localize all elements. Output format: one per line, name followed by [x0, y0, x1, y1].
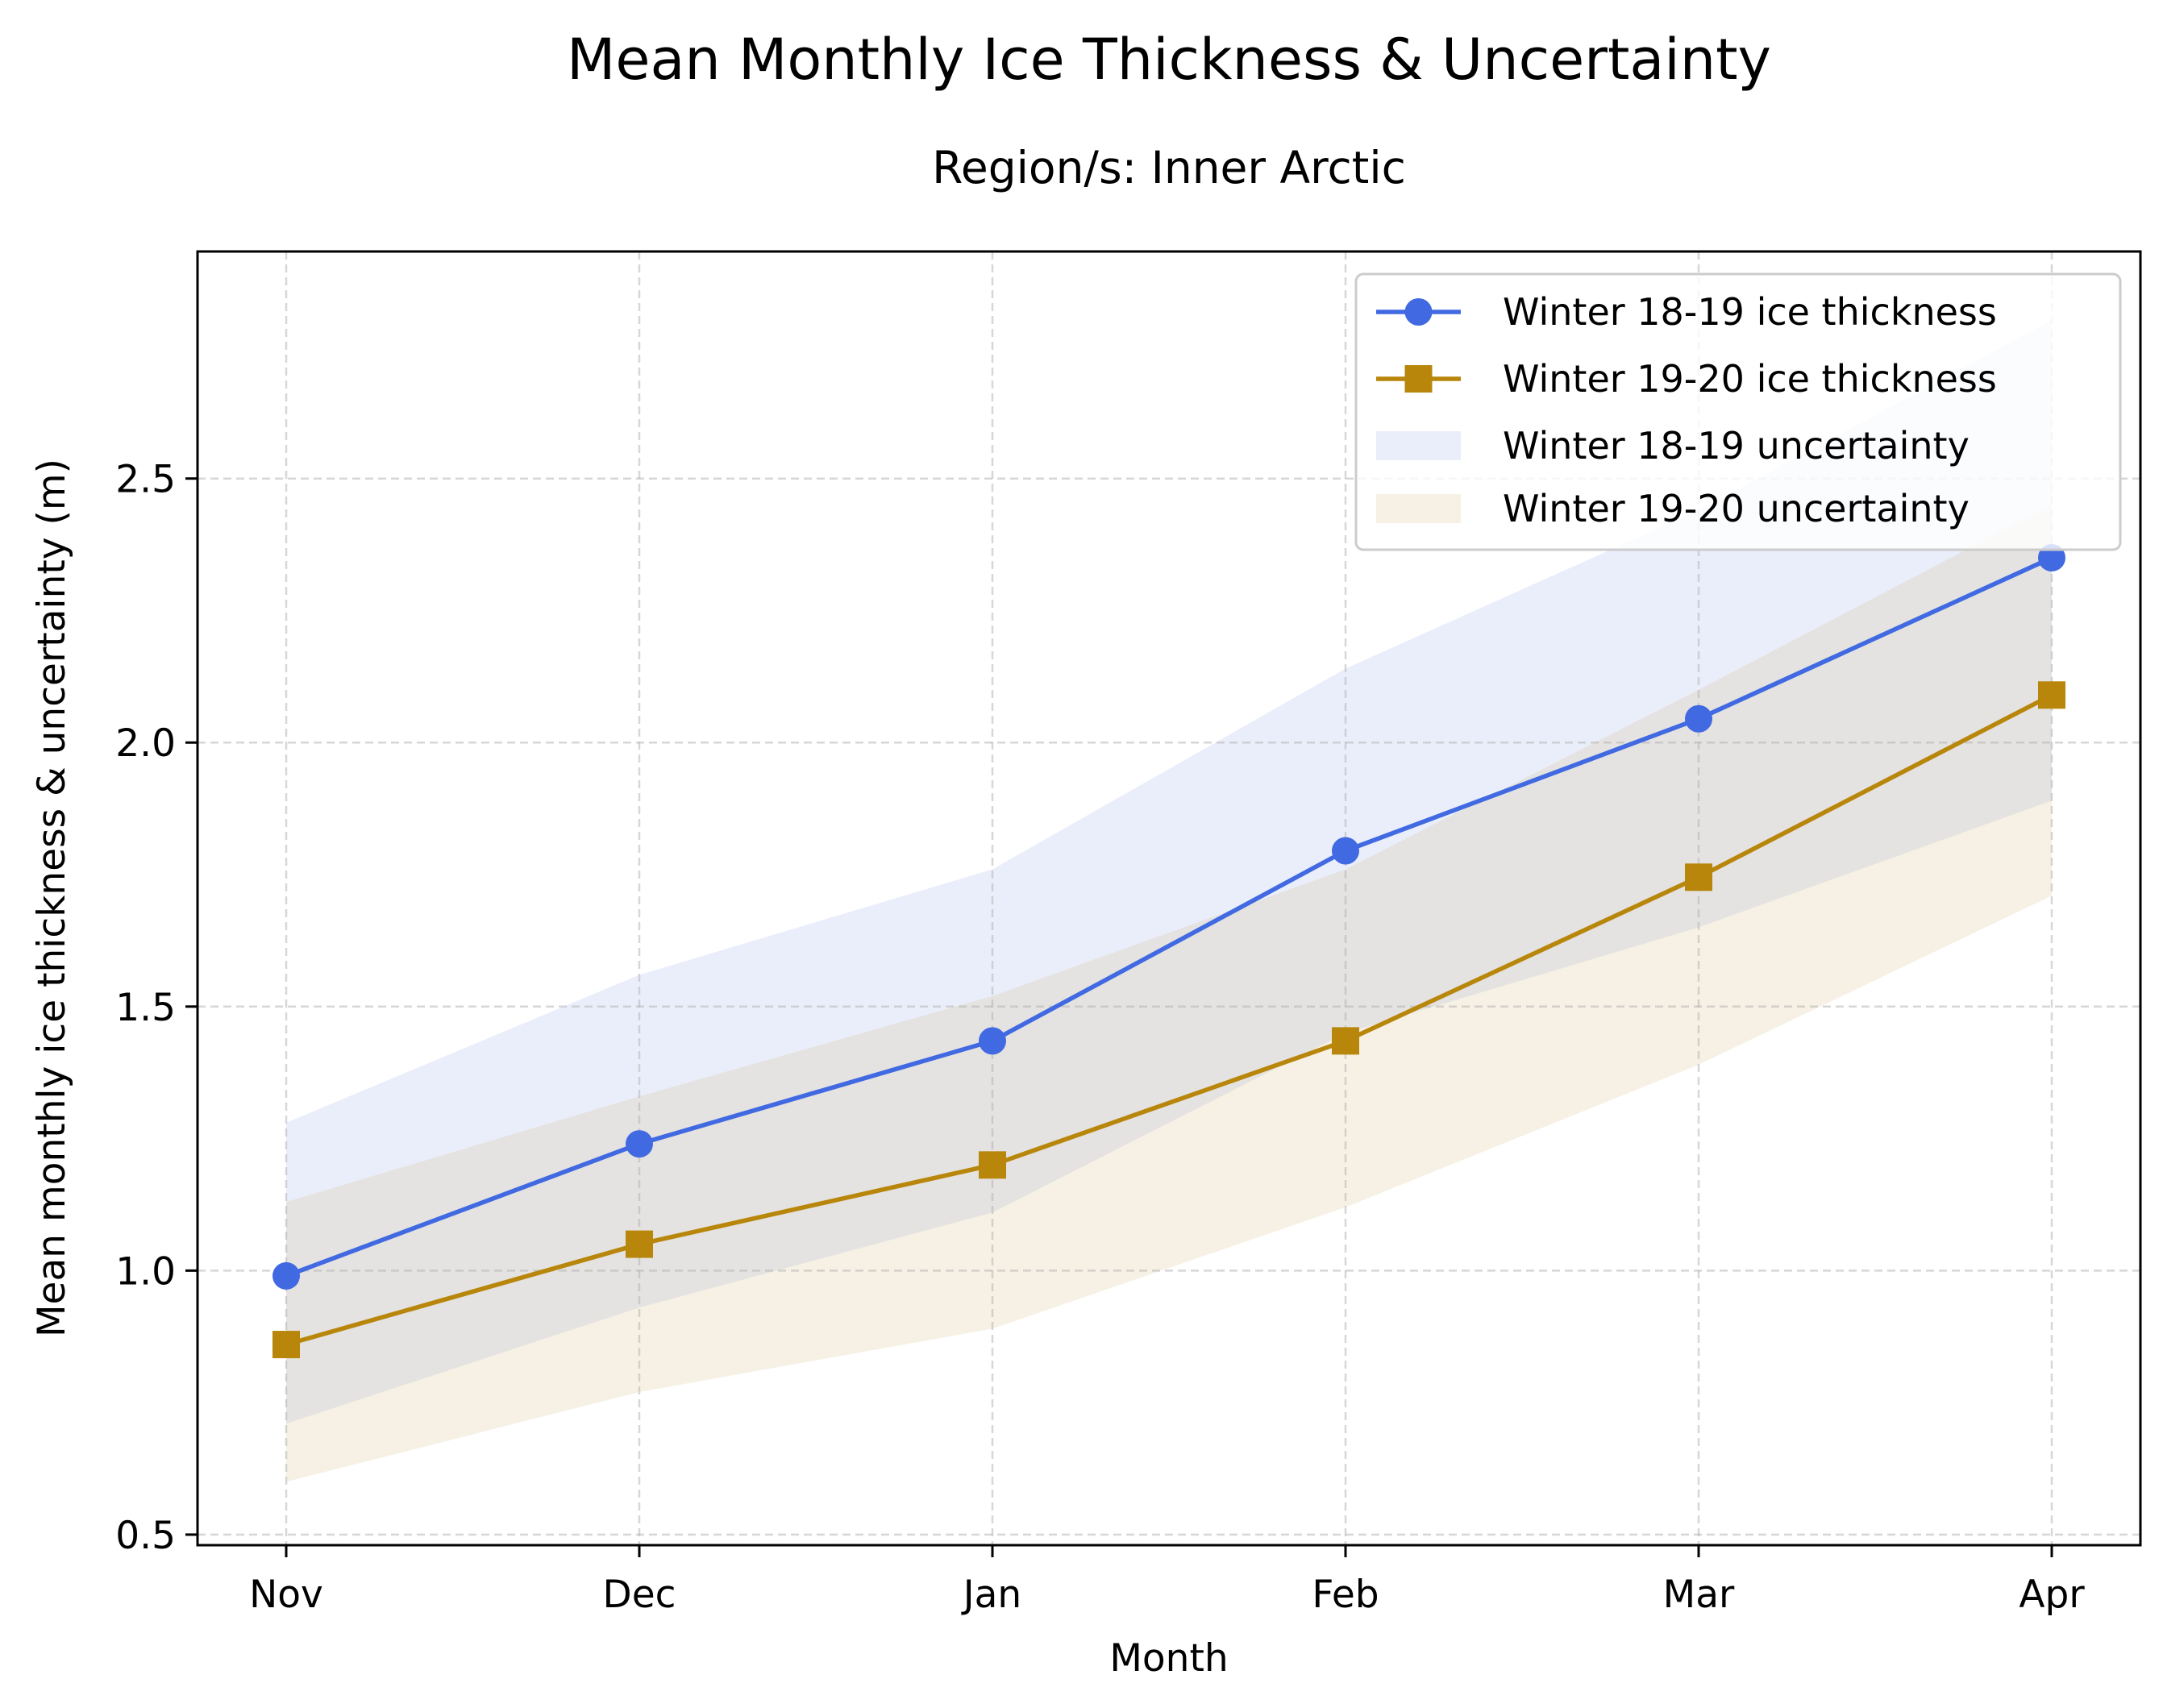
data-point — [626, 1130, 653, 1158]
y-axis-label: Mean monthly ice thickness & uncertainty… — [30, 459, 74, 1337]
chart-subtitle: Region/s: Inner Arctic — [932, 142, 1406, 193]
data-point — [272, 1331, 300, 1359]
y-tick-label: 0.5 — [115, 1514, 176, 1558]
chart-title: Mean Monthly Ice Thickness & Uncertainty — [567, 27, 1771, 93]
series-line-0 — [285, 555, 2053, 1278]
x-tick-label: Nov — [249, 1573, 323, 1617]
x-tick-label: Jan — [961, 1573, 1021, 1617]
series-line-1 — [285, 692, 2053, 1347]
y-tick-label: 2.0 — [115, 721, 176, 766]
data-point — [1332, 1027, 1359, 1055]
x-axis-label: Month — [1109, 1636, 1228, 1681]
legend-band-swatch — [1376, 494, 1461, 523]
legend-label: Winter 19-20 uncertainty — [1503, 487, 1970, 530]
legend-marker — [1404, 365, 1433, 393]
data-point — [626, 1230, 653, 1258]
data-point — [1685, 863, 1712, 891]
y-tick-label: 1.0 — [115, 1249, 176, 1294]
x-tick-label: Feb — [1312, 1573, 1379, 1617]
legend-frame — [1354, 272, 2122, 551]
data-point — [1332, 837, 1359, 865]
legend-label: Winter 18-19 ice thickness — [1503, 290, 1997, 334]
x-tick-label: Apr — [2019, 1573, 2085, 1617]
data-point — [272, 1261, 300, 1290]
x-tick-label: Dec — [603, 1573, 676, 1617]
y-tick-label: 2.5 — [115, 458, 176, 502]
legend-label: Winter 19-20 ice thickness — [1503, 357, 1997, 401]
legend-marker — [1404, 298, 1433, 326]
data-point — [979, 1027, 1006, 1055]
band-overlap — [286, 505, 2052, 1424]
data-point — [1685, 704, 1712, 733]
legend-band-swatch — [1376, 431, 1461, 460]
data-point — [979, 1151, 1006, 1179]
plot-frame — [196, 250, 2142, 1547]
y-tick-label: 1.5 — [115, 986, 176, 1030]
data-point — [2038, 681, 2065, 709]
x-tick-label: Mar — [1663, 1573, 1735, 1617]
legend-label: Winter 18-19 uncertainty — [1503, 424, 1970, 468]
legend: Winter 18-19 ice thickness Winter 19-20 i… — [1354, 272, 2122, 551]
